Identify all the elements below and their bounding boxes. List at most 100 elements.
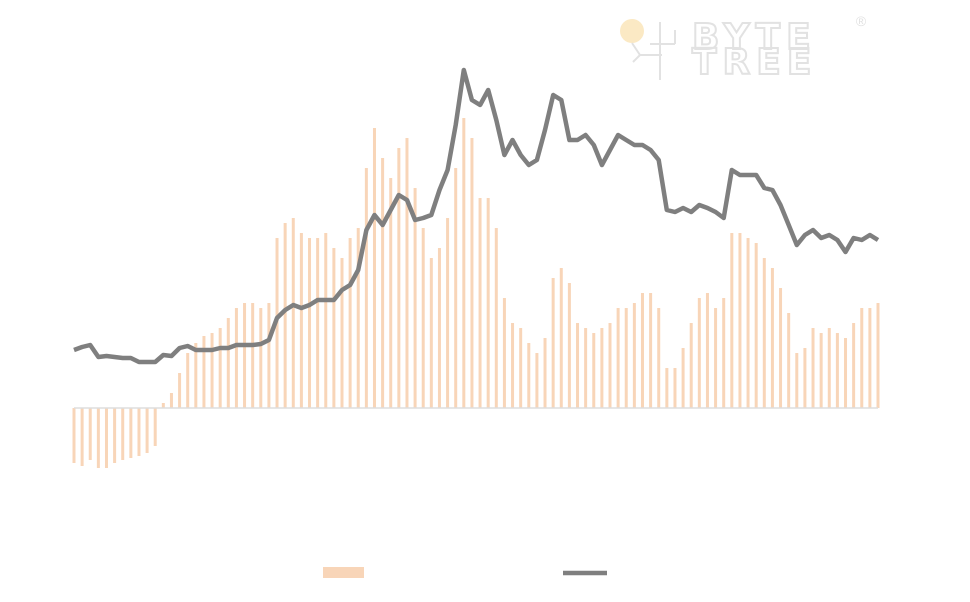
bar [811,328,815,408]
bar [267,303,271,408]
plot [72,67,880,468]
bar [178,373,182,408]
bar [96,408,100,468]
bar [519,328,523,408]
bar [478,198,482,408]
bar [161,403,165,408]
bar [340,258,344,408]
logo-circle [620,19,644,43]
bar [722,298,726,408]
bar [226,318,230,408]
bar [470,138,474,408]
bar [779,288,783,408]
bar [364,168,368,408]
bar [299,233,303,408]
logo-mark: ® [856,13,867,29]
bar [624,308,628,408]
bar [754,243,758,408]
bar [640,293,644,408]
bar [348,238,352,408]
bar [169,393,173,408]
bar [454,168,458,408]
bar [860,308,864,408]
logo: BYTE TREE ® [620,13,867,84]
bar [437,248,441,408]
bar [730,233,734,408]
bar [819,333,823,408]
bar [567,283,571,408]
bar [681,348,685,408]
bar [243,303,247,408]
bar [291,218,295,408]
bar [689,323,693,408]
bar [649,293,653,408]
bar [137,408,141,456]
bar [429,258,433,408]
line [73,67,880,365]
bar [104,408,108,468]
bar [746,238,750,408]
bar [153,408,157,446]
logo-line: BYTE [692,17,817,58]
bar [559,268,563,408]
bar [186,353,190,408]
bar [308,238,312,408]
bar [283,223,287,408]
bar [787,313,791,408]
bar [803,348,807,408]
bar [714,308,718,408]
bar [113,408,117,463]
bar [844,338,848,408]
bar [494,228,498,408]
bar [527,343,531,408]
bar [121,408,125,460]
bar [405,138,409,408]
legend [323,567,607,578]
bar [389,178,393,408]
bar [835,333,839,408]
bar [868,308,872,408]
bar [372,128,376,408]
bar [665,368,669,408]
bar [421,228,425,408]
bar [535,353,539,408]
bar [88,408,92,460]
bar [697,298,701,408]
bar [795,353,799,408]
bar [316,238,320,408]
bar [218,328,222,408]
bar [551,278,555,408]
logo-line: TREE [692,42,817,83]
bar [827,328,831,408]
bar [202,336,206,408]
bar [762,258,766,408]
bar [576,323,580,408]
bar [145,408,149,453]
bar [852,323,856,408]
bar [632,303,636,408]
bar [770,268,774,408]
bar [608,323,612,408]
bar [462,118,466,408]
bar [324,233,328,408]
logo-circuit [631,22,676,80]
bar [592,333,596,408]
bar [486,198,490,408]
bar [413,188,417,408]
bar [332,248,336,408]
bar [616,308,620,408]
bar [446,218,450,408]
bar [397,148,401,408]
bar [543,338,547,408]
bar [194,343,198,408]
bar [876,303,880,408]
bar [705,293,709,408]
legend-swatch [323,567,364,578]
bar [657,308,661,408]
bar [381,158,385,408]
bar [129,408,133,458]
bar [738,233,742,408]
bar [259,308,263,408]
bar [80,408,84,466]
